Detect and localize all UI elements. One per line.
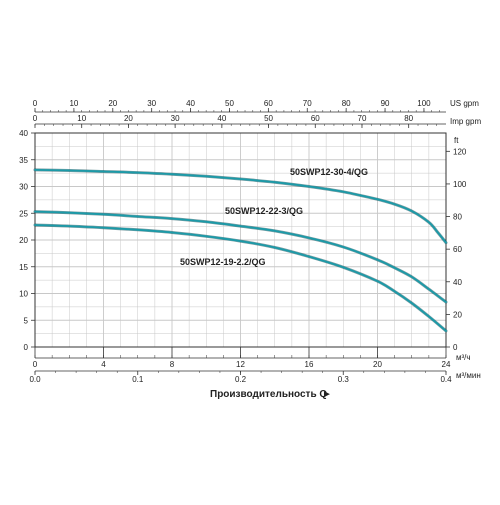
x-m3h-tick-label: 20 <box>373 360 382 369</box>
x-impgpm-tick-label: 30 <box>171 114 180 123</box>
y-tick-label: 40 <box>19 129 28 138</box>
x-m3h-tick-label: 0 <box>33 360 38 369</box>
x-m3h-tick-label: 24 <box>442 360 451 369</box>
x-usgpm-tick-label: 30 <box>147 99 156 108</box>
x-usgpm-tick-label: 70 <box>303 99 312 108</box>
x-axis-title: Производительность Q <box>210 389 327 400</box>
series-label: 50SWP12-22-3/QG <box>225 206 303 216</box>
series-labels: 50SWP12-30-4/QG 50SWP12-22-3/QG 50SWP12-19… <box>180 167 368 267</box>
y-tick-label: 25 <box>19 209 28 218</box>
x-m3h-tick-label: 8 <box>170 360 175 369</box>
series-label: 50SWP12-30-4/QG <box>290 167 368 177</box>
x-usgpm-tick-label: 40 <box>186 99 195 108</box>
y-ft-tick-label: 40 <box>453 278 462 287</box>
y-ft-tick-label: 120 <box>453 147 467 156</box>
x-m3h-tick-label: 12 <box>236 360 245 369</box>
x-impgpm-tick-label: 60 <box>311 114 320 123</box>
x-impgpm-tick-label: 0 <box>33 114 38 123</box>
x-usgpm-tick-label: 90 <box>381 99 390 108</box>
y-tick-label: 5 <box>24 316 29 325</box>
y-tick-label: 0 <box>24 343 29 352</box>
x-usgpm-tick-label: 60 <box>264 99 273 108</box>
y-ft-unit-label: ft <box>454 136 459 145</box>
x-m3min-unit-label: м³/мин <box>456 371 481 380</box>
x-impgpm-tick-label: 80 <box>404 114 413 123</box>
x-usgpm-tick-label: 10 <box>69 99 78 108</box>
x-m3h-tick-label: 16 <box>305 360 314 369</box>
series-curve <box>34 210 447 303</box>
series-curve <box>34 169 447 244</box>
series-curves <box>33 168 448 333</box>
x-impgpm-tick-label: 50 <box>264 114 273 123</box>
x-impgpm-tick-label: 70 <box>358 114 367 123</box>
y-tick-label: 30 <box>19 183 28 192</box>
y-ft-tick-label: 100 <box>453 180 467 189</box>
y-tick-label: 20 <box>19 236 28 245</box>
x-impgpm-tick-label: 20 <box>124 114 133 123</box>
x-usgpm-tick-label: 80 <box>342 99 351 108</box>
y-ft-tick-label: 0 <box>453 343 458 352</box>
series-label: 50SWP12-19-2.2/QG <box>180 257 266 267</box>
x-m3h-unit-label: м³/ч <box>456 353 471 362</box>
x-m3min-tick-label: 0.1 <box>132 375 144 384</box>
x-usgpm-tick-label: 0 <box>33 99 38 108</box>
y-ft-tick-label: 80 <box>453 213 462 222</box>
x-m3min-tick-label: 0.4 <box>440 375 452 384</box>
axes <box>31 108 450 375</box>
x-m3min-tick-label: 0.0 <box>29 375 41 384</box>
x-impgpm-unit-label: Imp gpm <box>450 117 481 126</box>
x-usgpm-tick-label: 100 <box>417 99 431 108</box>
x-impgpm-tick-label: 10 <box>77 114 86 123</box>
x-m3h-tick-label: 4 <box>101 360 106 369</box>
x-impgpm-tick-label: 40 <box>217 114 226 123</box>
x-usgpm-tick-label: 20 <box>108 99 117 108</box>
y-tick-label: 10 <box>19 290 28 299</box>
x-usgpm-unit-label: US gpm <box>450 99 479 108</box>
x-m3min-tick-label: 0.2 <box>235 375 247 384</box>
x-usgpm-tick-label: 50 <box>225 99 234 108</box>
y-tick-label: 15 <box>19 263 28 272</box>
x-m3min-tick-label: 0.3 <box>338 375 350 384</box>
y-ft-tick-label: 20 <box>453 310 462 319</box>
y-tick-label: 35 <box>19 156 28 165</box>
y-ft-tick-label: 60 <box>453 245 462 254</box>
series-curve <box>34 224 447 332</box>
x-axis-arrow: ► <box>322 389 332 400</box>
